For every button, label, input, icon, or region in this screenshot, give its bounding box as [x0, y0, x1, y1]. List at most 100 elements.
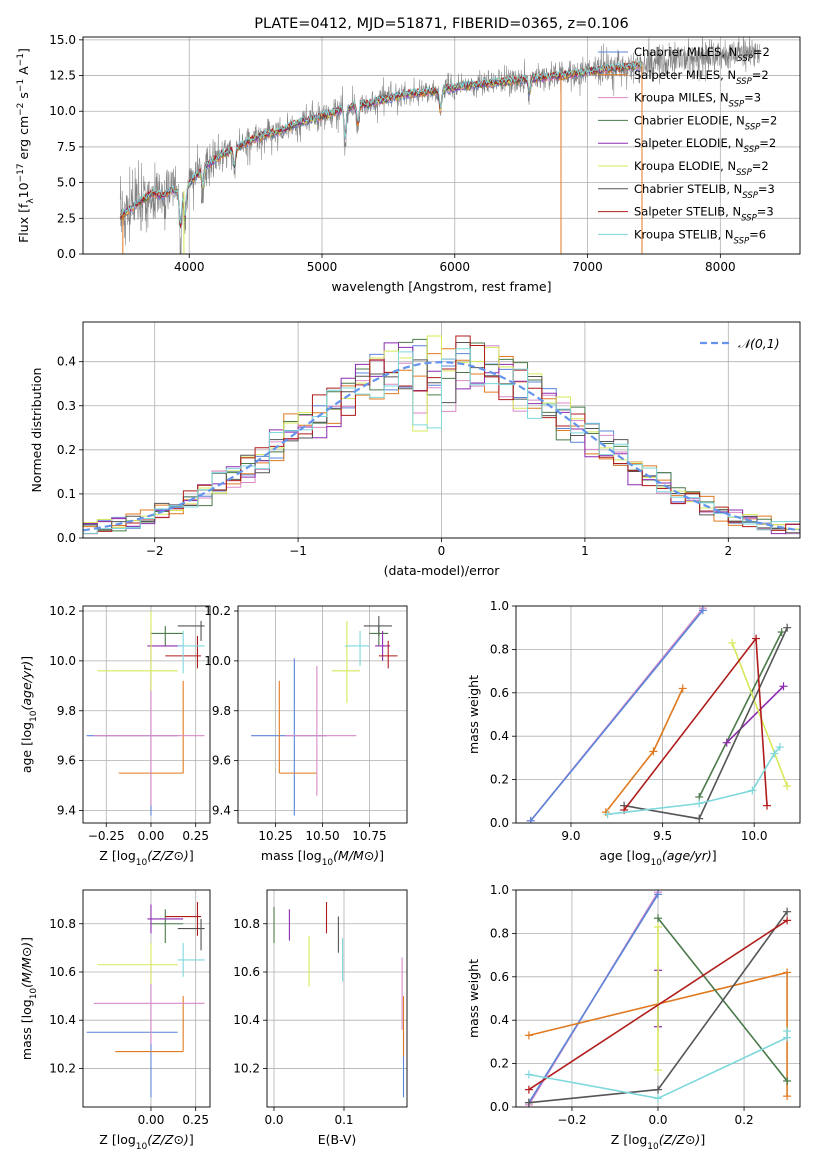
label-part: ] [16, 48, 31, 53]
panel-age_vs_mass: 10.25 10.50 10.75 9.4 9.6 9.8 10.0 10.2 mass [lo… [204, 604, 408, 868]
label-subscript: 10 [647, 1142, 659, 1152]
y-tick-label: 0.2 [57, 443, 76, 457]
legend-subscript: SSP [744, 145, 760, 155]
weight-series-chabrier_miles [526, 606, 707, 823]
errorbar-kroupa_elodie [97, 610, 178, 691]
x-tick-label: 9.0 [561, 829, 580, 843]
label-part: log [117, 1132, 136, 1147]
axes-frame [82, 889, 211, 1108]
y-tick-label: 9.6 [212, 754, 231, 768]
legend-label: Chabrier MILES, NSSP=2 [634, 45, 770, 64]
x-axis-label: wavelength [Angstrom, rest frame] [331, 279, 551, 294]
weight-line [528, 919, 788, 1091]
legend-subscript: SSP [737, 54, 753, 64]
y-tick-label: 0.4 [57, 355, 76, 369]
panel-residual_hist: −2 −1 0 1 2 0.0 0.1 0.2 0.3 0.4 (data-model)/error… [29, 321, 801, 578]
y-tick-label: 10.6 [233, 965, 260, 979]
errorbar-kroupa_stelib [177, 943, 205, 977]
errorbar-chabrier_elodie [150, 625, 184, 646]
label-part: (data-model)/error [384, 563, 501, 578]
errorbar-kroupa_elodie [97, 943, 178, 985]
y-tick-label: 10.0 [49, 104, 76, 118]
weight-line [605, 688, 684, 813]
weight-series-salpeter_miles [524, 968, 792, 1101]
legend-text: Kroupa ELODIE, N [634, 159, 736, 173]
y-axis-label: mass [log10(M/M⊙)] [19, 937, 39, 1060]
y-tick-label: 15.0 [49, 33, 76, 47]
label-part: λ [26, 198, 36, 204]
legend-text: =2 [753, 45, 770, 59]
x-tick-label: 6000 [440, 260, 471, 274]
axes-frame [515, 605, 801, 824]
weight-line [530, 609, 704, 822]
errorbar-chabrier_miles [251, 658, 327, 816]
model-spectrum-kroupa_elodie [119, 61, 643, 225]
x-tick-label: 0.25 [182, 1113, 209, 1127]
label-part: ] [19, 937, 34, 942]
x-tick-label: 10.75 [352, 829, 386, 843]
panel-mass_vs_ebv: 0.0 0.1 10.2 10.4 10.6 10.8 E(B-V) [233, 889, 408, 1147]
x-tick-label: 10.25 [258, 829, 292, 843]
errorbar-kroupa_elodie [331, 620, 361, 704]
errorbar-chabrier_elodie [150, 909, 184, 944]
plot-area-residual_hist [83, 335, 800, 538]
weight-series-chabrier_elodie [695, 628, 786, 801]
model-spectrum-salpeter_miles [120, 62, 643, 226]
label-part: Z [ [99, 848, 116, 863]
y-tick-label: 9.4 [57, 804, 76, 818]
x-axis-label: (data-model)/error [384, 563, 501, 578]
y-tick-label: 10.0 [49, 654, 76, 668]
y-tick-label: 10.2 [233, 1061, 260, 1075]
y-tick-label: 9.4 [212, 804, 231, 818]
weight-line [698, 631, 783, 798]
label-part: log [631, 848, 650, 863]
x-tick-label: −2 [146, 544, 164, 558]
y-tick-label: 9.8 [212, 704, 231, 718]
label-part: log [303, 848, 322, 863]
y-tick-label: 10.2 [204, 604, 231, 618]
normal-distribution-curve [83, 360, 800, 532]
y-tick-label: 10.2 [49, 604, 76, 618]
plot-area-age_vs_mass [251, 615, 398, 816]
y-tick-label: 0.2 [490, 1057, 509, 1071]
x-axis-label: Z [log10(Z/Z⊙)] [99, 848, 193, 868]
x-tick-label: 2 [724, 544, 732, 558]
y-tick-label: 10.0 [204, 654, 231, 668]
y-tick-label: 0.6 [490, 686, 509, 700]
x-axis-label: Z [log10(Z/Z⊙)] [611, 1132, 705, 1152]
errorbar-salpeter_stelib [165, 902, 202, 936]
x-tick-label: 7000 [572, 260, 603, 274]
y-tick-label: 0.3 [57, 399, 76, 413]
weight-series-kroupa_stelib [524, 1027, 792, 1103]
model-spectrum-chabrier_elodie [119, 62, 643, 228]
weight-series-salpeter_stelib [524, 916, 792, 1094]
label-part: E(B-V) [318, 1132, 357, 1147]
label-part: s [16, 92, 31, 103]
label-part: log [19, 722, 34, 741]
label-part: wavelength [Angstrom, rest frame] [331, 279, 551, 294]
x-tick-label: 0 [438, 544, 446, 558]
label-part: mass weight [466, 959, 481, 1038]
errorbar-salpeter_miles [278, 680, 317, 774]
legend-text: Kroupa MILES, N [634, 91, 729, 105]
label-part: (M/M⊙) [333, 848, 379, 863]
x-axis-label: mass [log10(M/M⊙)] [261, 848, 384, 868]
y-tick-label: 9.6 [57, 754, 76, 768]
label-part: ] [700, 1132, 705, 1147]
legend-text: =2 [760, 113, 777, 127]
legend-label: Chabrier STELIB, NSSP=3 [634, 182, 775, 201]
y-tick-label: 0.6 [490, 970, 509, 984]
label-subscript: 10 [136, 858, 148, 868]
label-subscript: 10 [136, 1142, 148, 1152]
y-tick-label: 9.8 [57, 704, 76, 718]
y-axis-label: Normed distribution [29, 368, 44, 493]
errorbar-chabrier_stelib [177, 918, 205, 951]
y-tick-label: 10.6 [49, 965, 76, 979]
y-tick-label: 0.8 [490, 642, 509, 656]
plot-area-mass_weight_vs_age [526, 606, 792, 823]
x-tick-label: 4000 [174, 260, 205, 274]
plot-area-mass_vs_ebv [273, 902, 405, 1098]
plot-area-spectrum [119, 37, 761, 254]
panel-age_vs_Z: −0.25 0.00 0.259.49.69.810.010.2Z [log10(Z… [19, 604, 211, 868]
